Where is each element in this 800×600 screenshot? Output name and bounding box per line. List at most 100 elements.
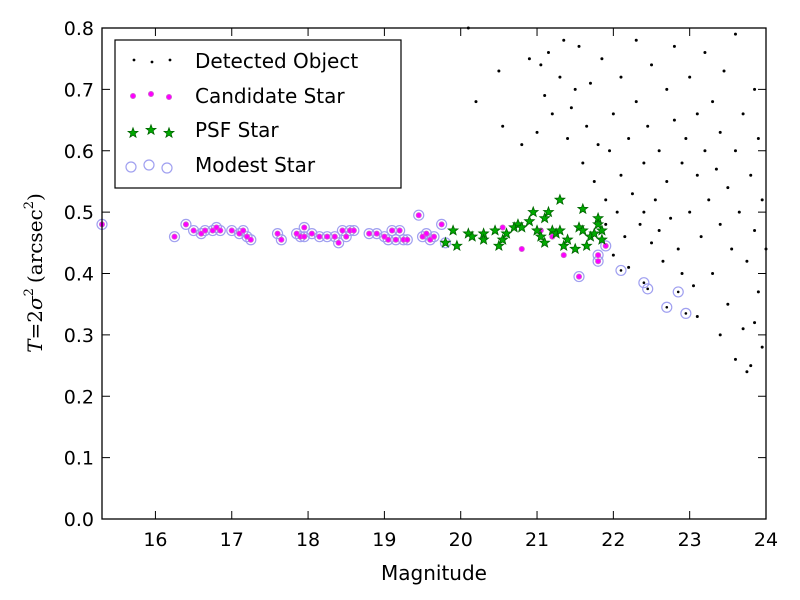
candidate-star-point [350, 227, 357, 234]
detected-object-point [543, 94, 547, 98]
modest-star-point [233, 228, 245, 240]
candidate-star-point [308, 230, 315, 237]
detected-object-point [562, 38, 566, 42]
detected-object-point [760, 345, 764, 349]
candidate-star-point [595, 258, 602, 265]
detected-object-point [688, 210, 692, 214]
detected-object-point [753, 229, 757, 233]
modest-star-point [378, 231, 390, 243]
detected-object-point [711, 100, 715, 104]
modest-star-point [291, 228, 303, 240]
candidate-star-point [343, 233, 350, 240]
modest-star-point [168, 231, 181, 243]
detected-object-point [596, 143, 600, 147]
detected-object-point [726, 186, 730, 190]
detected-object-point [665, 179, 669, 183]
x-tick-label: 17 [220, 529, 244, 551]
modest-star-point [195, 228, 207, 240]
detected-object-point [474, 100, 478, 104]
modest-star-point [573, 270, 585, 283]
x-tick-label: 19 [372, 529, 396, 551]
psf-star-point [592, 218, 605, 230]
legend-label-psf: PSF Star [195, 118, 279, 142]
detected-object-point [608, 149, 612, 153]
candidate-star-point [316, 233, 323, 240]
y-label-unit-close: ) [23, 193, 47, 201]
modest-star-point [180, 218, 192, 230]
candidate-star-point [301, 224, 308, 231]
detected-object-point [619, 173, 623, 177]
detected-object-point [569, 106, 573, 110]
y-tick-label: 0.7 [64, 79, 94, 101]
detected-object-point [550, 112, 554, 116]
candidate-star-point [404, 236, 411, 243]
detected-object-point [520, 143, 524, 147]
legend-marker-modest-1 [125, 161, 137, 173]
legend-marker-modest-3 [161, 162, 173, 174]
psf-star-series [439, 193, 608, 255]
modest-star-point [661, 301, 673, 313]
candidate-star-point [236, 230, 243, 237]
detected-object-point [501, 124, 505, 128]
detected-object-point [669, 216, 673, 220]
modest-star-point [306, 228, 318, 240]
modest-star-point [237, 224, 249, 237]
candidate-star-point [385, 236, 392, 243]
candidate-star-point [228, 227, 235, 234]
detected-object-point [611, 112, 615, 116]
legend: Detected Object Candidate Star PSF Star … [114, 39, 402, 189]
x-tick-label: 16 [143, 529, 167, 551]
psf-star-point [523, 215, 536, 227]
candidate-star-point [430, 233, 437, 240]
legend-marker-psf-1 [126, 126, 140, 139]
candidate-star-point [366, 230, 373, 237]
detected-object-point [627, 265, 631, 269]
modest-star-point [642, 283, 654, 295]
detected-object-point [665, 305, 669, 309]
detected-object-point [646, 124, 650, 128]
detected-object-point [753, 321, 757, 325]
psf-star-point [450, 239, 463, 252]
detected-object-point [546, 51, 550, 55]
detected-object-point [707, 198, 711, 202]
x-tick-label: 20 [449, 529, 473, 551]
psf-star-point [477, 233, 490, 245]
detected-object-point [650, 241, 654, 245]
detected-object-point [684, 136, 688, 140]
x-tick-label: 24 [754, 529, 778, 551]
psf-star-point [439, 236, 452, 248]
y-tick-label: 0.0 [64, 509, 94, 531]
psf-star-point [569, 242, 582, 255]
y-tick-label: 0.3 [64, 325, 94, 347]
x-axis-label: Magnitude [381, 561, 487, 585]
detected-object-point [566, 136, 570, 140]
detected-object-point [527, 57, 531, 61]
detected-object-point [680, 272, 684, 275]
psf-star-point [527, 205, 540, 218]
detected-object-point [733, 149, 737, 153]
detected-object-point [600, 57, 604, 61]
modest-star-point [638, 277, 650, 289]
detected-object-point [630, 192, 634, 196]
candidate-star-point [244, 233, 251, 240]
psf-star-point [553, 193, 566, 205]
detected-object-point [676, 247, 680, 251]
detected-object-point [623, 235, 627, 239]
detected-object-point [753, 87, 757, 91]
candidate-star-point [415, 212, 422, 219]
candidate-star-point [389, 227, 396, 234]
detected-object-point [672, 44, 676, 48]
y-tick-label: 0.1 [64, 448, 94, 470]
legend-marker-detected-3 [168, 58, 172, 62]
detected-object-point [661, 259, 665, 263]
legend-marker-modest-2 [143, 159, 155, 171]
candidate-star-point [335, 239, 342, 246]
detected-object-point [558, 75, 562, 79]
x-tick-label: 21 [525, 529, 549, 551]
detected-object-point [604, 222, 608, 226]
y-tick-label: 0.2 [64, 386, 94, 408]
detected-object-point [733, 32, 737, 36]
modest-star-point [615, 264, 627, 277]
detected-object-point [581, 161, 585, 165]
legend-item-psf: PSF Star [126, 118, 279, 142]
